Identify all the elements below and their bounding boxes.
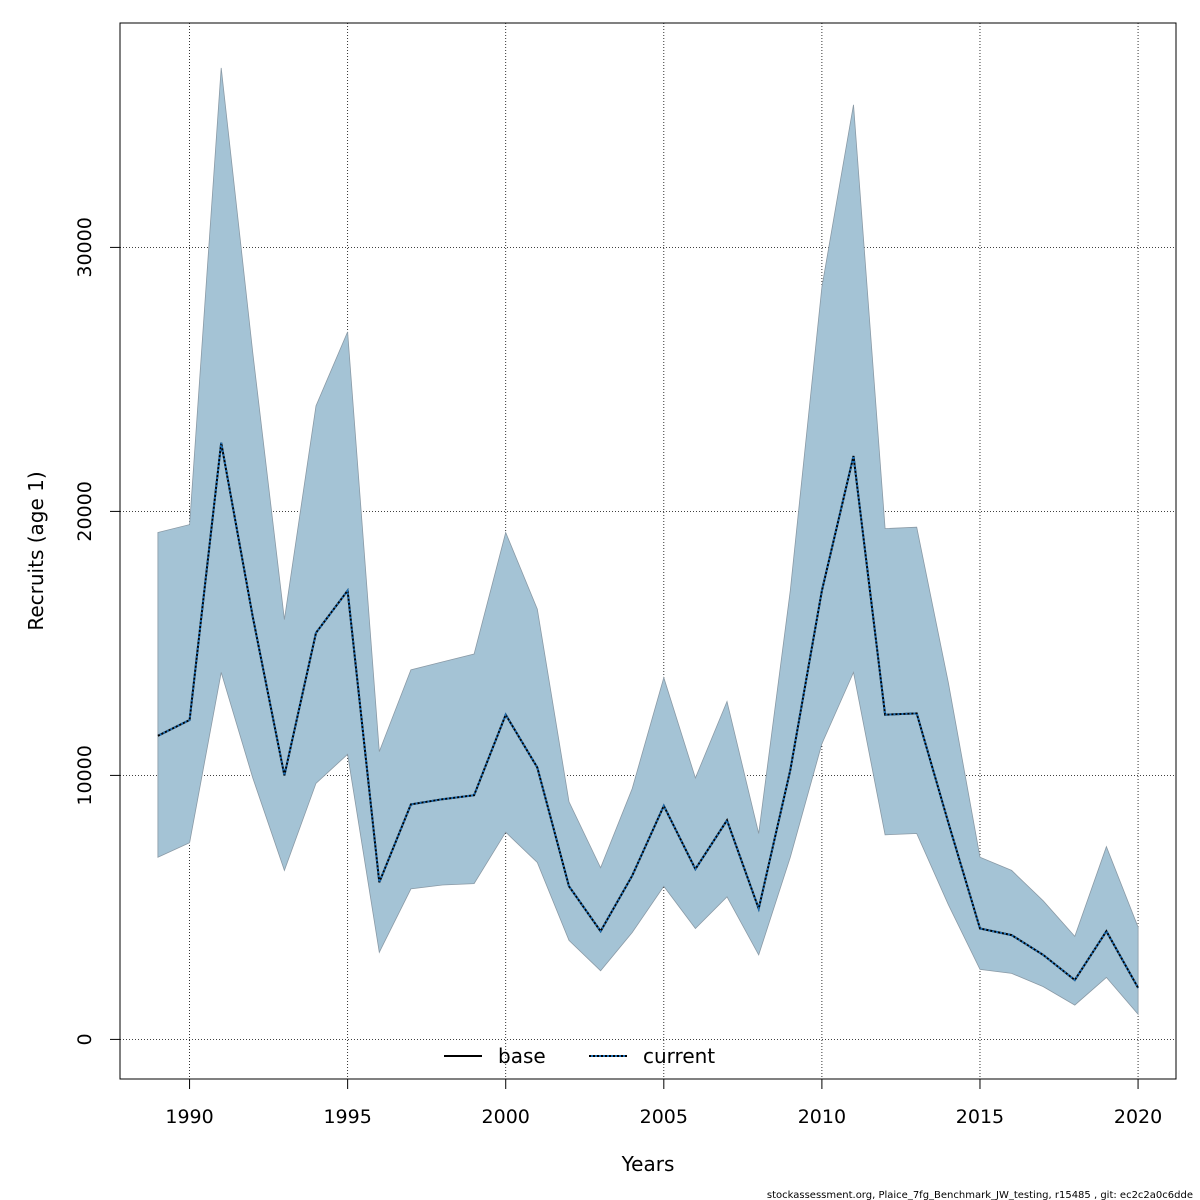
legend-label-base: base: [498, 1044, 546, 1068]
series-lines: [157, 442, 1139, 989]
y-tick-label-20000: 20000: [74, 481, 96, 541]
footer-note: stockassessment.org, Plaice_7fg_Benchmar…: [767, 1190, 1193, 1200]
x-tick-label-2015: 2015: [956, 1106, 1004, 1128]
y-axis-title: Recruits (age 1): [24, 471, 48, 630]
confidence-band-area: [157, 67, 1139, 1016]
legend-label-current: current: [643, 1044, 715, 1068]
x-axis: 1990 1995 2000 2005 2010 2015 2020: [165, 1078, 1162, 1128]
x-axis-title: Years: [621, 1152, 675, 1176]
legend: base current: [444, 1044, 715, 1068]
x-tick-label-2000: 2000: [482, 1106, 530, 1128]
y-tick-label-10000: 10000: [74, 745, 96, 805]
y-tick-label-0: 0: [74, 1033, 96, 1045]
series-line-current: [157, 442, 1139, 989]
y-axis: 0 10000 20000 30000: [74, 217, 121, 1045]
confidence-band: [157, 67, 1139, 1016]
y-tick-label-30000: 30000: [74, 217, 96, 277]
x-tick-label-1990: 1990: [165, 1106, 213, 1128]
x-tick-label-2020: 2020: [1114, 1106, 1162, 1128]
x-tick-label-1995: 1995: [323, 1106, 371, 1128]
x-tick-label-2010: 2010: [798, 1106, 846, 1128]
x-tick-label-2005: 2005: [640, 1106, 688, 1128]
